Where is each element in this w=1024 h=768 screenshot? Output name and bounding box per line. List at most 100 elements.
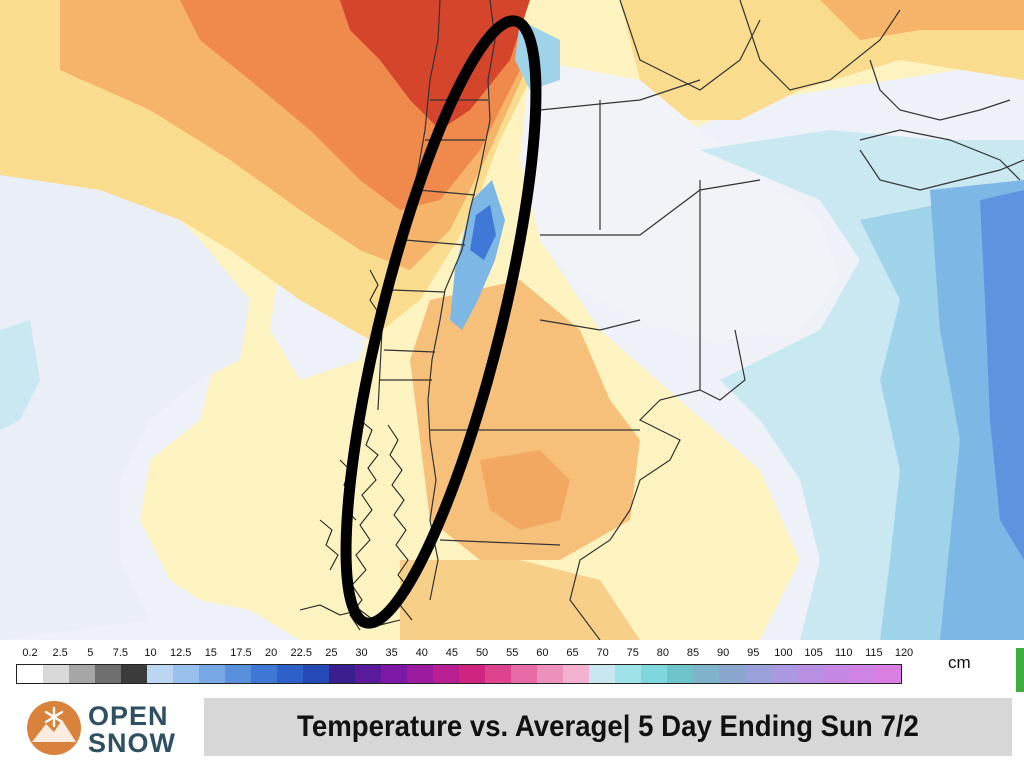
- brand-name-line1: OPEN: [88, 701, 169, 731]
- rio-de-la-plata: [859, 149, 1024, 191]
- legend-tick-label: 12.5: [169, 647, 192, 659]
- legend-swatch: [797, 665, 823, 683]
- legend-tick-label: 22.5: [290, 647, 312, 659]
- legend-tick-label: 80: [656, 647, 670, 659]
- legend-tick-labels: 0.2 2.5 5 7.5 10 12.5 15 17.5 20 22.5 25 30 35 40 45 50…: [16, 647, 913, 663]
- legend-swatch: [459, 665, 485, 683]
- legend-tick-label: 105: [804, 647, 823, 659]
- province-line-4: [539, 79, 701, 111]
- legend-swatch: [329, 665, 355, 683]
- legend-swatch: [303, 665, 329, 683]
- snowflake-mountain-icon: [27, 701, 81, 755]
- anomaly-field-warm-patagonia: [410, 280, 640, 560]
- legend-swatch: [277, 665, 303, 683]
- anomaly-field-warm-northeast-core: [820, 0, 1024, 40]
- chile-region-6: [383, 349, 436, 353]
- legend-swatch: [355, 665, 381, 683]
- legend-tick-label: 2.5: [52, 647, 68, 659]
- province-line-6: [539, 319, 641, 331]
- legend-swatch: [693, 665, 719, 683]
- legend-swatch: [95, 665, 121, 683]
- legend-swatch: [199, 665, 225, 683]
- legend-tick-label: 110: [834, 647, 853, 659]
- legend-tick-label: 100: [774, 647, 793, 659]
- legend-swatch: [17, 665, 43, 683]
- legend-swatch: [563, 665, 589, 683]
- legend-swatch: [589, 665, 615, 683]
- island-coast-1: [349, 419, 379, 631]
- anomaly-field-warm-patagonia-core: [480, 450, 570, 530]
- map-title-banner: Temperature vs. Average| 5 Day Ending Su…: [204, 698, 1012, 756]
- legend-tick-label: 85: [686, 647, 700, 659]
- legend-tick-label: 95: [747, 647, 760, 659]
- legend-swatch: [173, 665, 199, 683]
- legend-tick-label: 20: [264, 647, 278, 659]
- brand-logo-block: OPEN SNOW: [26, 698, 196, 758]
- chile-region-5: [391, 289, 446, 293]
- legend-tick-label: 35: [385, 647, 398, 659]
- legend-unit-label: cm: [948, 653, 971, 672]
- legend-tick-label: 10: [144, 647, 157, 659]
- paraguay-border: [619, 0, 761, 91]
- province-line-7: [439, 539, 561, 546]
- legend-color-bar: [16, 664, 902, 684]
- legend-swatch: [251, 665, 277, 683]
- argentina-coast: [569, 329, 746, 641]
- legend-tick-label: 90: [717, 647, 730, 659]
- province-line-1: [540, 179, 761, 236]
- brazil-border: [739, 0, 901, 91]
- legend-swatch: [771, 665, 797, 683]
- highlight-ellipse: [340, 15, 542, 629]
- legend-tick-label: 65: [566, 647, 579, 659]
- anomaly-field-cold-andes-core: [470, 205, 496, 260]
- map-title: Temperature vs. Average| 5 Day Ending Su…: [297, 710, 919, 743]
- legend-tick-label: 75: [626, 647, 639, 659]
- legend-tick-label: 45: [445, 647, 459, 659]
- chile-argentina-border: [427, 0, 496, 601]
- legend-swatch: [667, 665, 693, 683]
- legend-tick-label: 5: [87, 647, 94, 659]
- legend-tick-label: 60: [536, 647, 549, 659]
- legend-tick-label: 55: [506, 647, 519, 659]
- island-coast-4: [319, 519, 339, 571]
- brand-name-line2: SNOW: [88, 728, 176, 758]
- anomaly-field-cool-edge: [0, 320, 40, 430]
- legend-tick-label: 25: [325, 647, 338, 659]
- legend-swatch: [43, 665, 69, 683]
- legend-swatch: [849, 665, 875, 683]
- legend-tick-label: 120: [894, 647, 914, 659]
- island-coast-6: [369, 269, 381, 316]
- anomaly-field-warm-south: [400, 560, 640, 640]
- uruguay-border: [869, 59, 1011, 121]
- footer-bar: OPEN SNOW Temperature vs. Average| 5 Day…: [0, 692, 1024, 768]
- legend-panel: 0.2 2.5 5 7.5 10 12.5 15 17.5 20 22.5 25 30 35 40 45 50…: [0, 640, 1024, 698]
- legend-swatch: [823, 665, 849, 683]
- anomaly-field-warm-strong: [340, 0, 530, 130]
- legend-swatch: [69, 665, 95, 683]
- legend-tick-label: 115: [865, 647, 883, 659]
- anomaly-field-cool-ocean: [0, 170, 250, 640]
- legend-tick-label: 70: [596, 647, 609, 659]
- legend-swatch: [407, 665, 433, 683]
- legend-tick-label: 50: [475, 647, 489, 659]
- legend-swatch: [225, 665, 251, 683]
- legend-swatch: [147, 665, 173, 683]
- legend-tick-label: 7.5: [112, 647, 129, 659]
- anomaly-field-cool-strong: [980, 190, 1024, 560]
- legend-swatch: [433, 665, 459, 683]
- legend-swatch: [745, 665, 771, 683]
- chile-region-3: [417, 189, 476, 196]
- legend-swatch: [875, 665, 901, 683]
- legend-swatch: [511, 665, 537, 683]
- northeast-region: [859, 129, 1021, 181]
- legend-swatch: [537, 665, 563, 683]
- legend-swatch: [719, 665, 745, 683]
- legend-tick-label: 40: [415, 647, 428, 659]
- legend-swatch: [485, 665, 511, 683]
- chile-region-4: [404, 239, 466, 246]
- legend-swatch: [641, 665, 667, 683]
- legend-tick-label: 17.5: [230, 647, 252, 659]
- legend-tick-label: 15: [204, 647, 217, 659]
